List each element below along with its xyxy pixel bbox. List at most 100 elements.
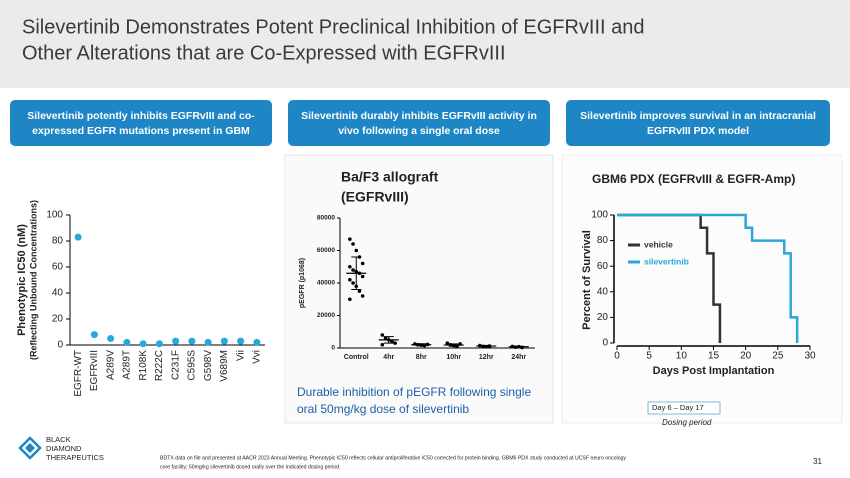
y-tick-label: 20 — [52, 314, 64, 325]
callout-text: vivo following a single oral dose — [338, 125, 500, 137]
x-tick-label: Control — [344, 354, 369, 361]
logo-mark — [18, 436, 42, 460]
annotation-box — [647, 401, 721, 415]
x-tick-label: G598V — [203, 350, 214, 381]
dot — [188, 337, 196, 345]
point — [380, 333, 385, 337]
title: Other Alterations that are Co-Expressed … — [22, 42, 506, 64]
y-axis-label: Percent of Survival — [581, 230, 593, 330]
header-band — [0, 0, 850, 88]
x-tick-label: 5 — [646, 351, 652, 362]
caption: Durable inhibition of pEGFR following si… — [297, 385, 531, 399]
point — [360, 294, 365, 298]
y-tick-label: 60 — [597, 261, 609, 272]
x-tick-label: 10hr — [446, 354, 461, 361]
y-axis-label: pEGFR (p1068) — [299, 258, 306, 308]
x-tick-label: 12hr — [479, 354, 494, 361]
point — [380, 342, 385, 347]
point — [390, 339, 394, 344]
x-tick-label: Vvi — [252, 350, 263, 364]
y-tick-label: 0 — [57, 340, 63, 351]
footnote: BDTX data on file and presented at AACR … — [160, 455, 626, 461]
x-tick-label: Vii — [235, 350, 246, 361]
y-axis-label: Phenotypic IC50 (nM) — [16, 224, 28, 336]
x-tick-label: C595S — [187, 350, 198, 381]
point — [348, 297, 352, 302]
title: Silevertinib Demonstrates Potent Preclin… — [22, 16, 645, 38]
y-tick-label: 60 — [52, 262, 64, 273]
y-tick-label: 100 — [46, 210, 63, 221]
x-tick-label: R108K — [138, 350, 149, 381]
logo-text: THERAPEUTICS — [46, 453, 104, 462]
dot — [90, 331, 98, 339]
callout-text: Silevertinib improves survival in an int… — [580, 110, 816, 122]
point — [351, 242, 355, 246]
x-axis-label: Days Post Implantation — [653, 365, 775, 377]
x-tick-label: R222C — [154, 350, 165, 381]
x-tick-label: 8hr — [416, 354, 427, 361]
panel — [561, 154, 843, 424]
dot — [253, 338, 261, 346]
callout-text: Silevertinib potently inhibits EGFRvIII … — [27, 110, 255, 122]
callout-text: EGFRvIII PDX model — [647, 125, 749, 137]
legend-label: silevertinib — [644, 256, 689, 266]
point — [348, 237, 352, 241]
x-tick-label: V689M — [219, 350, 230, 382]
point — [360, 274, 365, 279]
dot — [155, 340, 163, 348]
dot — [172, 337, 180, 345]
point — [445, 341, 450, 345]
x-tick-label: 4hr — [383, 354, 394, 361]
y-tick-label: 40000 — [317, 280, 335, 287]
callout-text: expressed EGFR mutations present in GBM — [32, 125, 250, 137]
callout-box — [288, 100, 550, 146]
y-axis-label: (Reflecting Unbound Concentrations) — [28, 200, 38, 360]
dot — [204, 338, 212, 346]
dot — [237, 337, 245, 345]
legend-label: vehicle — [644, 239, 673, 249]
point — [383, 336, 388, 341]
annotation: Dosing period — [662, 418, 712, 427]
dot — [107, 335, 115, 342]
x-tick-label: 25 — [772, 351, 784, 362]
logo-text: DIAMOND — [46, 444, 82, 453]
point — [360, 261, 365, 266]
x-tick-label: 15 — [708, 351, 720, 362]
x-tick-label: 10 — [676, 351, 688, 362]
footnote: core facility; 50mg/kg silevertinib dose… — [160, 464, 341, 470]
dot — [74, 233, 82, 241]
x-tick-label: A289V — [105, 350, 116, 380]
chart-title: GBM6 PDX (EGFRvIII & EGFR-Amp) — [592, 172, 795, 186]
survival-line — [617, 213, 722, 343]
callout-box — [10, 100, 272, 146]
x-tick-label: C231F — [170, 350, 181, 380]
callout-text: Silevertinib durably inhibits EGFRvIII a… — [301, 110, 537, 122]
x-tick-label: EGFR-WT — [73, 350, 84, 397]
x-tick-label: 30 — [804, 351, 816, 362]
y-tick-label: 20 — [597, 312, 609, 323]
x-tick-label: EGFRvIII — [89, 350, 100, 391]
y-tick-label: 0 — [331, 345, 335, 352]
x-tick-label: 24hr — [511, 354, 526, 361]
dot — [139, 340, 147, 348]
y-tick-label: 80 — [52, 236, 64, 247]
caption: oral 50mg/kg dose of silevertinib — [297, 402, 469, 416]
chart-title: Ba/F3 allograft — [341, 169, 439, 185]
callout-box — [566, 100, 830, 146]
point — [351, 281, 355, 285]
point — [357, 289, 362, 293]
y-tick-label: 40 — [52, 288, 64, 299]
point — [348, 264, 352, 269]
y-tick-label: 0 — [602, 338, 608, 349]
y-tick-label: 80 — [597, 235, 609, 246]
logo-mark — [25, 443, 35, 453]
page-number: 31 — [813, 457, 822, 466]
x-tick-label: 0 — [614, 351, 620, 362]
point — [348, 277, 352, 282]
point — [393, 341, 397, 345]
logo-text: BLACK — [46, 435, 71, 444]
y-tick-label: 100 — [591, 210, 608, 221]
point — [351, 268, 355, 272]
x-tick-label: A289T — [122, 350, 133, 379]
y-tick-label: 60000 — [317, 247, 335, 254]
